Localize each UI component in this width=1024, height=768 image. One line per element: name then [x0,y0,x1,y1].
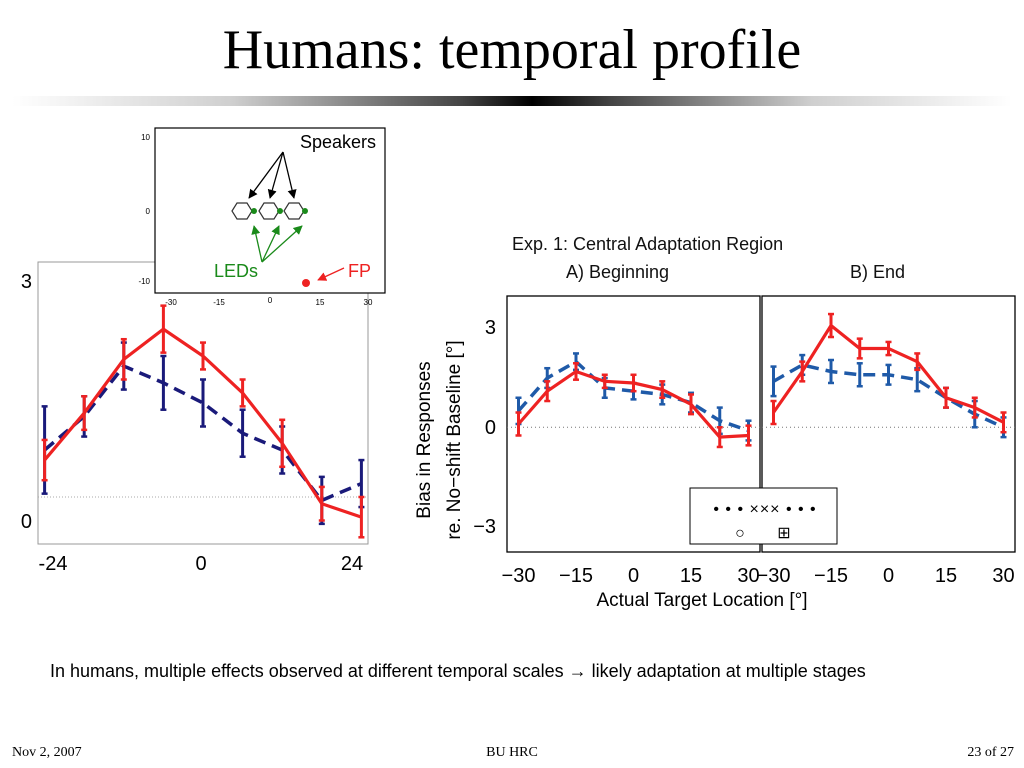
left-xtick-neg24: -24 [39,553,68,575]
speaker-arrow-center [267,151,284,199]
inset-xtick-0: 0 [268,296,273,305]
right-ytick-3: 3 [485,317,496,339]
inset-xtick-15: 15 [316,298,325,307]
panel-b-frame [761,295,1016,553]
inset-xtick-neg15: -15 [213,298,225,307]
fp-label: FP [348,261,371,281]
fp-arrow [317,267,345,281]
right-ytick-neg3: −3 [473,516,496,538]
panel-b-xtick: 0 [883,565,894,587]
panel-a-frame [506,295,761,553]
inset-ytick-neg10: -10 [138,277,150,286]
panel-b-xtick: −15 [814,565,848,587]
inset-ytick-10: 10 [141,133,150,142]
figure-canvas: 3 0 -24 0 24 10 0 -10 -30 -15 0 15 30 Sp… [21,127,1016,611]
left-ytick-3: 3 [21,271,32,293]
footer-date: Nov 2, 2007 [12,745,82,760]
panel-b-xtick: −30 [757,565,791,587]
led-dot-right [302,208,308,214]
left-xtick-24: 24 [341,553,363,575]
left-chart: 3 0 -24 0 24 [21,261,369,575]
condition-legend: • • • ××× • • • ○ ⊞ [689,487,838,545]
inset-xtick-neg30: -30 [165,298,177,307]
caption-text-part2: likely adaptation at multiple stages [586,661,866,681]
subtitle-beginning: A) Beginning [566,262,669,282]
right-ytick-0: 0 [485,417,496,439]
right-ylabel-line1: Bias in Responses [414,361,435,518]
setup-inset: 10 0 -10 -30 -15 0 15 30 Speakers LEDs F… [138,127,386,307]
legend-row1-symbols: • • • ××× • • • [713,501,816,518]
inset-ytick-0: 0 [146,207,151,216]
panel-a-xtick: −15 [559,565,593,587]
footer-center: BU HRC [486,745,538,760]
led-arrow-left [251,225,263,263]
panel-b-xtick: 30 [992,565,1014,587]
speaker-arrow-left [248,151,284,199]
slide-caption: In humans, multiple effects observed at … [50,652,950,690]
panel-a-xtick: 0 [628,565,639,587]
led-arrow-center [261,225,280,263]
speaker-icon-right [283,202,305,220]
speakers-label: Speakers [300,132,376,152]
speaker-icon-center [258,202,280,220]
slide-title: Humans: temporal profile [222,19,802,81]
panel-a-xtick: 30 [737,565,759,587]
led-dot-left [251,208,257,214]
led-arrow-right [261,225,303,263]
right-arrow-icon: → [568,661,587,681]
right-chart-title: Exp. 1: Central Adaptation Region [512,234,783,254]
leds-label: LEDs [214,261,258,281]
right-ylabel-line2: re. No−shift Baseline [°] [444,340,465,539]
legend-circle-symbol: ○ [735,525,745,542]
legend-box [689,487,838,545]
fixation-point-dot [302,279,310,287]
left-ytick-0: 0 [21,511,32,533]
panel-a-xtick: 15 [680,565,702,587]
speaker-icon-left [231,202,253,220]
speaker-arrow-right [282,151,297,199]
panel-b-xtick: 15 [935,565,957,587]
led-dot-center [277,208,283,214]
title-divider [12,96,1012,106]
footer-page-number: 23 of 27 [967,745,1014,760]
right-chart: Exp. 1: Central Adaptation Region A) Beg… [414,234,1016,611]
panel-a-xtick: −30 [502,565,536,587]
legend-boxplus-symbol: ⊞ [777,525,790,542]
subtitle-end: B) End [850,262,905,282]
right-xlabel: Actual Target Location [°] [596,590,807,611]
caption-text-part1: In humans, multiple effects observed at … [50,661,564,681]
left-xtick-0: 0 [195,553,206,575]
inset-xtick-30: 30 [364,298,373,307]
